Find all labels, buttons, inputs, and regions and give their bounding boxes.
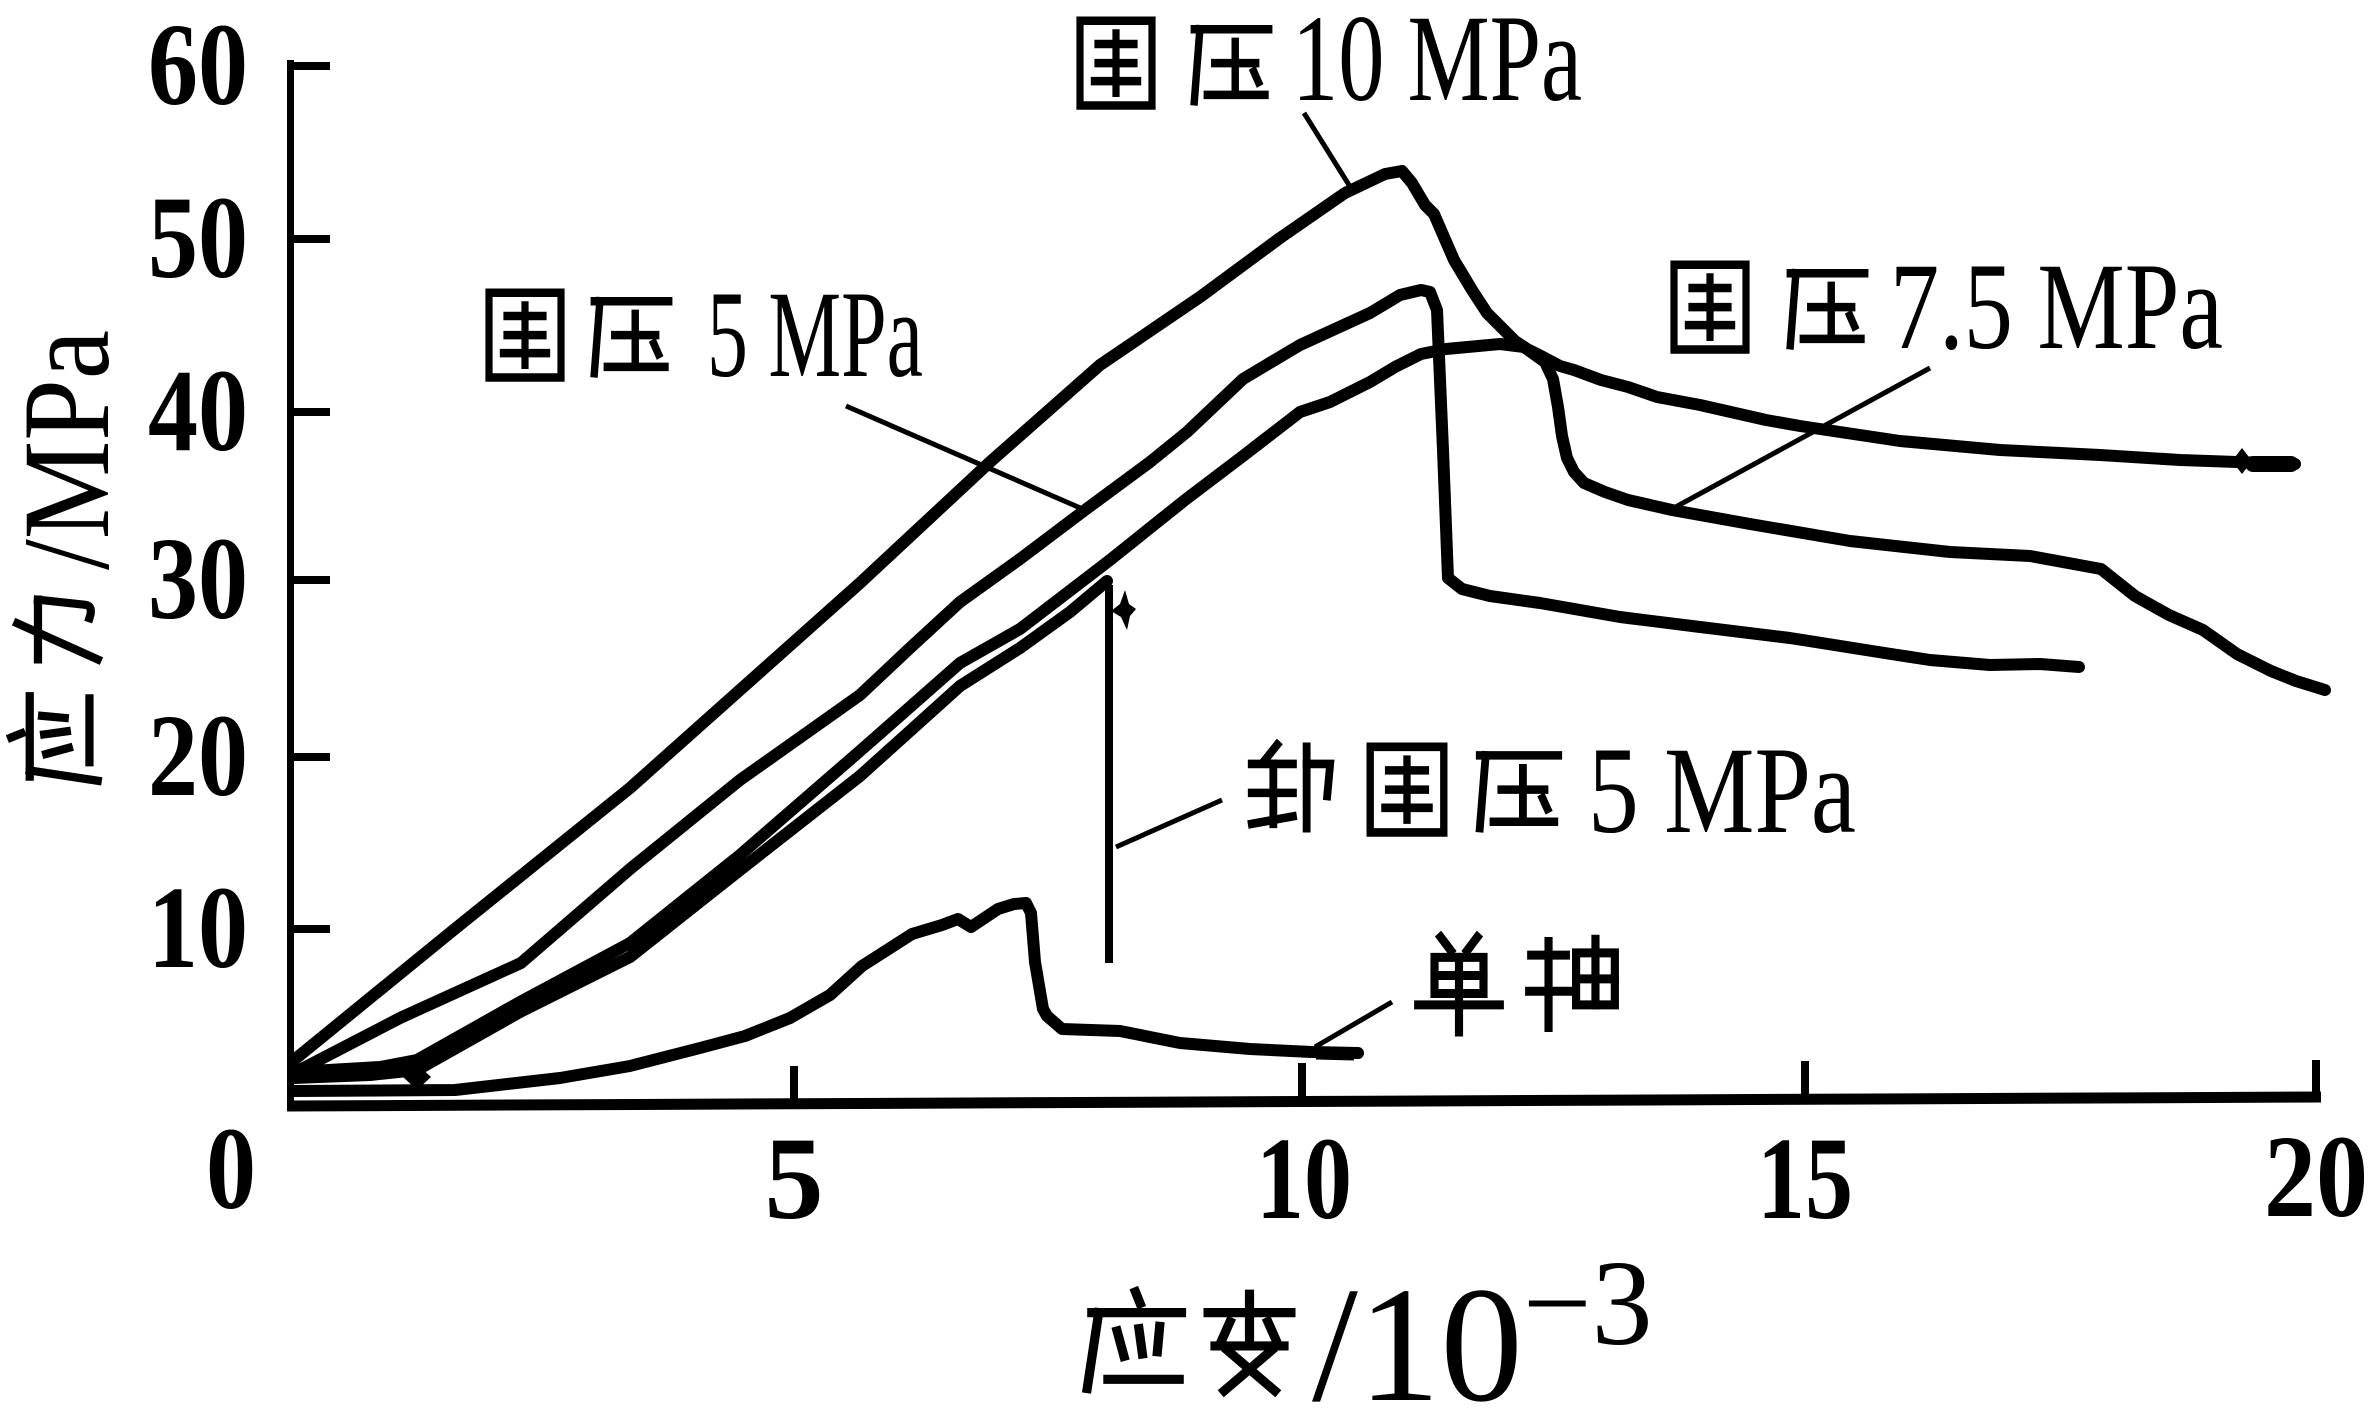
- svg-text:15: 15: [1757, 1113, 1853, 1244]
- svg-text:5 MPa: 5 MPa: [1588, 722, 1856, 859]
- svg-text:30: 30: [148, 513, 248, 644]
- svg-text:5: 5: [765, 1113, 824, 1244]
- svg-text:10: 10: [148, 862, 248, 993]
- svg-text:/MPa: /MPa: [0, 330, 135, 570]
- svg-text:20: 20: [148, 690, 248, 821]
- svg-text:10: 10: [1256, 1113, 1352, 1244]
- svg-text:60: 60: [148, 0, 248, 130]
- svg-text:40: 40: [148, 345, 248, 476]
- svg-text:7.5 MPa: 7.5 MPa: [1890, 238, 2223, 375]
- svg-text:5 MPa: 5 MPa: [707, 266, 923, 403]
- svg-text:20: 20: [2264, 1111, 2368, 1242]
- svg-text:50: 50: [148, 172, 248, 303]
- svg-text:0: 0: [206, 1103, 256, 1234]
- svg-text:/10−3: /10−3: [1312, 1236, 1653, 1413]
- svg-text:10 MPa: 10 MPa: [1292, 0, 1582, 127]
